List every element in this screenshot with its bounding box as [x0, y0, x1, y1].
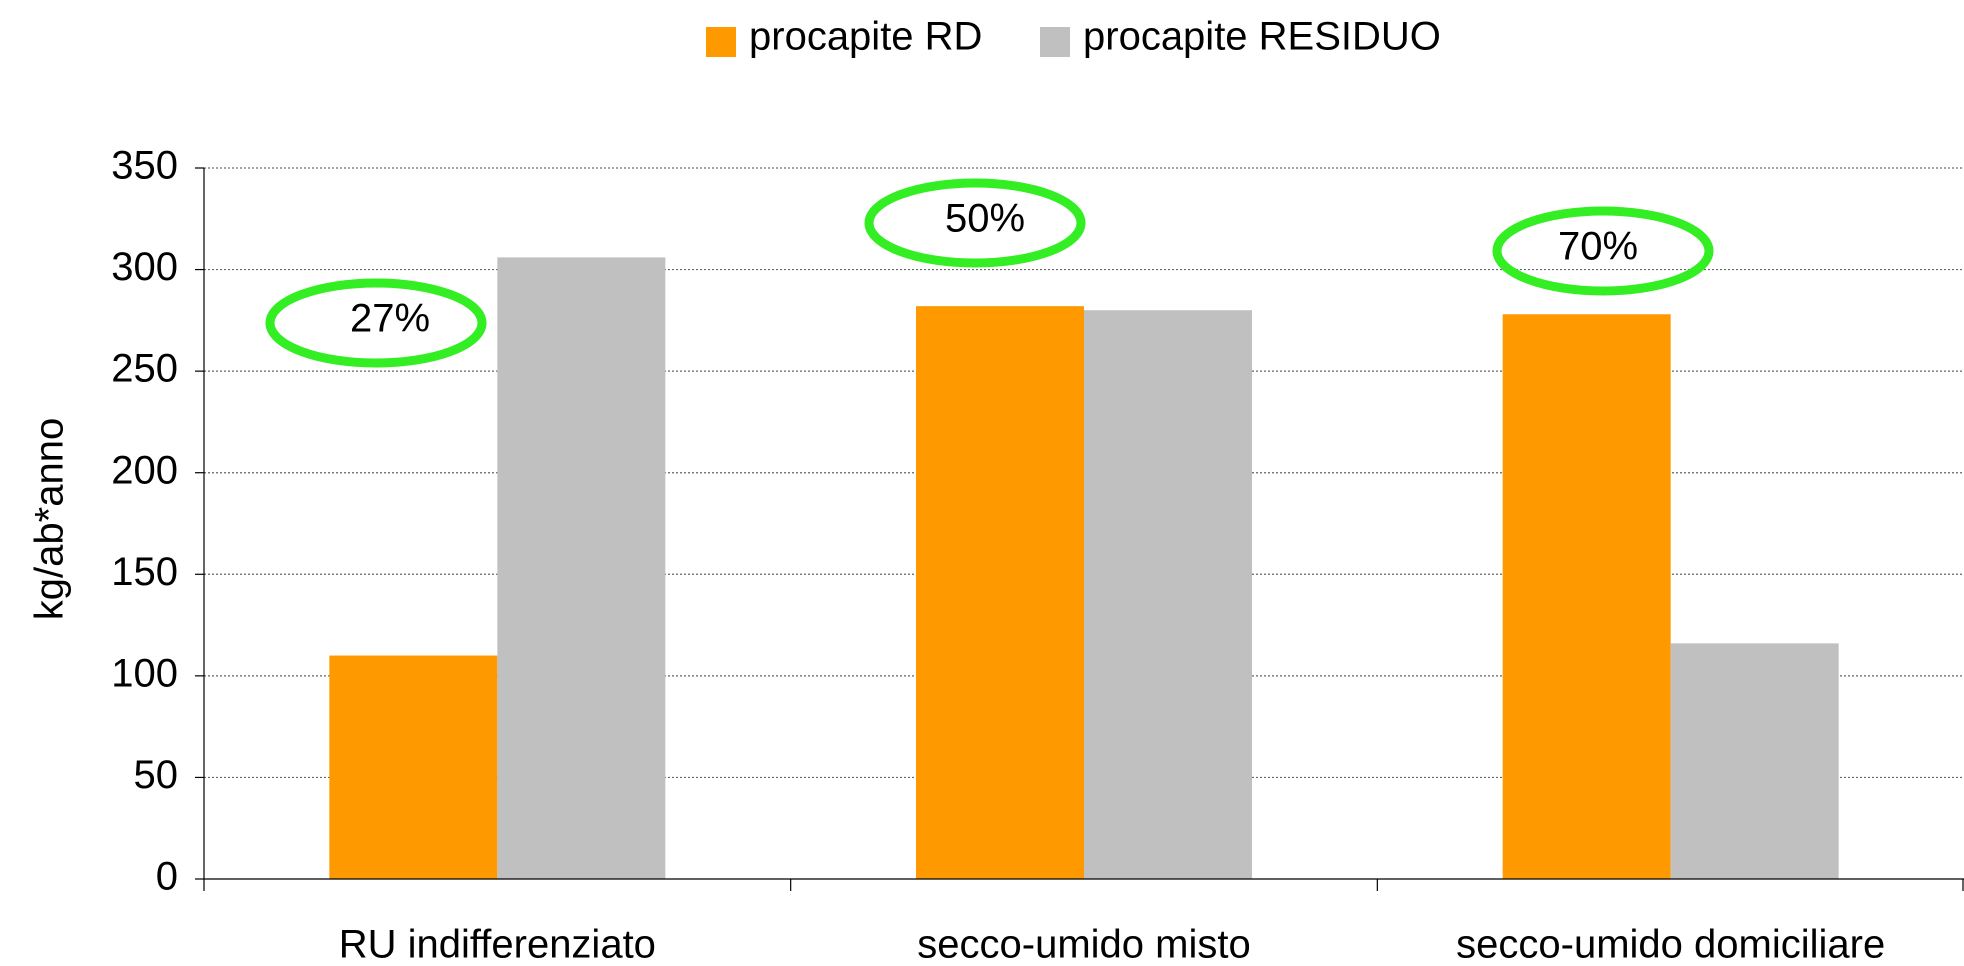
bar [1502, 314, 1671, 880]
bar [329, 655, 498, 879]
bar [497, 257, 666, 880]
y-tick-label: 0 [156, 855, 178, 899]
annotation: 70% [1558, 225, 1638, 269]
y-tick-label: 350 [111, 144, 178, 188]
x-tick-label: secco-umido domiciliare [1456, 923, 1885, 966]
bar [1670, 643, 1839, 879]
x-tick-label: secco-umido misto [917, 923, 1250, 966]
legend-label: procapite RD [749, 15, 982, 59]
legend-label: procapite RESIDUO [1083, 15, 1441, 59]
y-tick-label: 50 [134, 753, 179, 797]
bar [916, 306, 1084, 879]
x-tick-label: RU indifferenziato [339, 923, 656, 966]
y-tick-label: 150 [111, 550, 178, 594]
y-tick-label: 250 [111, 347, 178, 391]
legend-swatch [1040, 27, 1070, 57]
legend-swatch [706, 27, 736, 57]
annotation-ellipse [864, 178, 1086, 268]
y-axis-label: kg/ab*anno [28, 418, 72, 620]
y-tick-label: 300 [111, 245, 178, 289]
annotation: 27% [350, 297, 430, 341]
annotation: 50% [945, 197, 1025, 241]
y-tick-label: 100 [111, 651, 178, 695]
annotation-ellipse [265, 278, 487, 368]
annotation-ellipse [1492, 206, 1714, 296]
bar [1084, 310, 1252, 879]
y-tick-label: 200 [111, 448, 178, 492]
